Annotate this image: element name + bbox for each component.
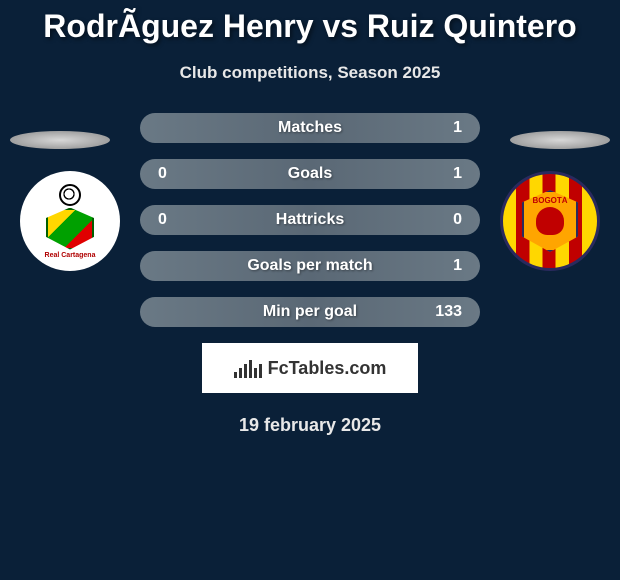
- page-subtitle: Club competitions, Season 2025: [0, 63, 620, 83]
- stat-label: Goals per match: [247, 257, 372, 275]
- stat-right-value: 1: [432, 165, 462, 183]
- stat-left-value: 0: [158, 211, 188, 229]
- right-ellipse-shadow: [510, 131, 610, 149]
- stats-container: Matches 1 0 Goals 1 0 Hattricks 0 Goals …: [140, 113, 480, 327]
- left-crest-label: Real Cartagena: [45, 252, 96, 259]
- stat-right-value: 1: [432, 119, 462, 137]
- right-team-crest: BOGOTÁ: [500, 171, 600, 271]
- page-title: RodrÃ­guez Henry vs Ruiz Quintero: [0, 0, 620, 45]
- shield-icon: [46, 208, 94, 250]
- bogota-badge-icon: BOGOTÁ: [522, 190, 578, 252]
- lion-icon: [536, 207, 564, 235]
- bogota-text: BOGOTÁ: [532, 196, 567, 205]
- soccer-ball-icon: [59, 184, 81, 206]
- stat-label: Goals: [288, 165, 332, 183]
- main-content: Real Cartagena BOGOTÁ Matches 1 0 Goals …: [0, 113, 620, 436]
- stat-right-value: 0: [432, 211, 462, 229]
- stat-row-min-per-goal: Min per goal 133: [140, 297, 480, 327]
- stat-label: Hattricks: [276, 211, 344, 229]
- footer-brand-badge: FcTables.com: [202, 343, 418, 393]
- left-ellipse-shadow: [10, 131, 110, 149]
- bar-chart-icon: [234, 358, 262, 378]
- stat-row-hattricks: 0 Hattricks 0: [140, 205, 480, 235]
- stat-left-value: 0: [158, 165, 188, 183]
- stat-label: Min per goal: [263, 303, 357, 321]
- brand-text: FcTables.com: [268, 358, 387, 379]
- footer-date: 19 february 2025: [0, 415, 620, 436]
- stat-row-goals-per-match: Goals per match 1: [140, 251, 480, 281]
- stat-right-value: 1: [432, 257, 462, 275]
- stat-row-matches: Matches 1: [140, 113, 480, 143]
- stat-right-value: 133: [432, 303, 462, 321]
- stat-row-goals: 0 Goals 1: [140, 159, 480, 189]
- left-team-crest: Real Cartagena: [20, 171, 120, 271]
- stat-label: Matches: [278, 119, 342, 137]
